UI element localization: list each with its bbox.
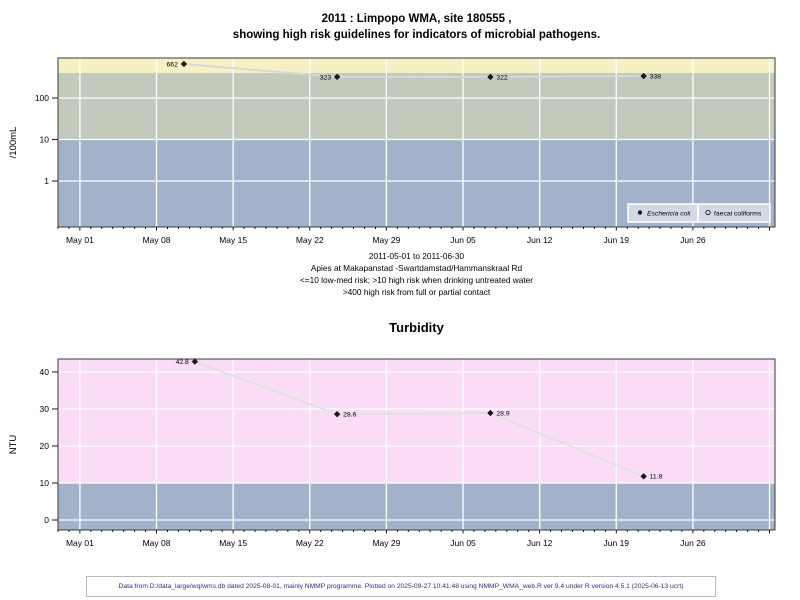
- data-point-marker: [487, 409, 494, 417]
- y-tick-label: 1: [44, 176, 49, 186]
- data-point-label: 11.8: [650, 474, 663, 481]
- x-tick-label: Jun 19: [604, 235, 630, 245]
- data-point-label: 323: [320, 74, 332, 81]
- data-point-label: 28.9: [496, 410, 509, 417]
- chart-captions: 2011-05-01 to 2011-06-30 Apies at Makapa…: [58, 250, 775, 298]
- risk-band-below-guideline: [58, 482, 775, 530]
- data-point-marker: [191, 358, 199, 365]
- y-axis-label: NTU: [8, 435, 19, 455]
- data-point-marker: [180, 60, 188, 68]
- y-axis-label: /100mL: [8, 127, 19, 159]
- page-title-line1: 2011 : Limpopo WMA, site 180555 ,: [321, 13, 512, 25]
- data-point-label: 322: [496, 74, 508, 81]
- caption-site-name: Apies at Makapanstad -Swartdamstad/Hamma…: [310, 263, 523, 273]
- legend-label-eschericia-coli: Eschericia coli: [647, 211, 691, 218]
- x-tick-label: May 29: [372, 538, 400, 548]
- legend: Eschericia coli faecal coliforms: [627, 203, 771, 223]
- caption-date-range: 2011-05-01 to 2011-06-30: [368, 251, 465, 261]
- plot-border: [57, 358, 776, 531]
- x-tick-label: Jun 19: [604, 538, 630, 548]
- y-tick-label: 30: [40, 404, 50, 414]
- x-tick-label: May 15: [219, 235, 247, 245]
- x-tick-label: May 01: [66, 538, 94, 548]
- data-point-marker: [333, 73, 341, 81]
- risk-band-drinking-high-risk: [58, 73, 775, 140]
- turbidity-chart: May 01 May 08 May 15 May 22 May 29 Jun 05 Jun …: [8, 358, 776, 548]
- y-tick-label: 0: [44, 515, 49, 525]
- data-point-label: 28.6: [343, 412, 356, 419]
- data-point-marker: [640, 473, 647, 480]
- x-tick-label: May 15: [219, 538, 247, 548]
- y-tick-label: 10: [40, 478, 50, 488]
- data-point-marker: [487, 73, 494, 81]
- y-tick-label: 20: [40, 441, 50, 451]
- x-tick-label: Jun 12: [527, 538, 553, 548]
- y-tick-label: 10: [40, 135, 50, 145]
- series-line: [193, 360, 645, 478]
- x-tick-label: Jun 05: [450, 235, 476, 245]
- x-tick-label: May 08: [143, 538, 171, 548]
- data-point-label: 338: [650, 73, 662, 80]
- x-tick-label: May 08: [143, 235, 171, 245]
- data-point-label: 662: [167, 61, 179, 68]
- legend-marker-open-circle-icon: [705, 209, 711, 216]
- page-title-line2: showing high risk guidelines for indicat…: [232, 29, 601, 41]
- y-tick-label: 100: [35, 93, 49, 103]
- x-tick-label: May 22: [296, 538, 324, 548]
- risk-band-above-guideline: [58, 359, 775, 483]
- plot-border: [57, 57, 776, 228]
- legend-marker-filled-circle-icon: [637, 210, 643, 215]
- caption-risk-contact: >400 high risk from full or partial cont…: [342, 287, 491, 297]
- data-point-marker: [333, 410, 341, 418]
- data-point-label: 42.8: [176, 359, 189, 366]
- x-tick-label: May 01: [66, 235, 94, 245]
- y-tick-label: 40: [40, 367, 50, 377]
- turbidity-chart-title: Turbidity: [389, 320, 444, 335]
- footer-note: Data from D:/data_large/wq/wms.db dated …: [118, 583, 684, 590]
- caption-risk-drink: <=10 low-med risk; >10 high risk when dr…: [299, 275, 534, 285]
- data-point-marker: [640, 72, 647, 80]
- x-tick-label: May 22: [296, 235, 324, 245]
- x-tick-label: Jun 26: [680, 538, 706, 548]
- x-tick-label: May 29: [372, 235, 400, 245]
- ecoli-faecal-chart: May 01 May 08 May 15 May 22 May 29 Jun 05 Jun …: [8, 57, 776, 245]
- footer-box: Data from D:/data_large/wq/wms.db dated …: [86, 576, 716, 597]
- x-tick-label: Jun 12: [527, 235, 553, 245]
- legend-label-faecal-coliforms: faecal coliforms: [714, 211, 762, 218]
- x-tick-label: Jun 05: [450, 538, 476, 548]
- x-tick-label: Jun 26: [680, 235, 706, 245]
- series-line: [182, 62, 645, 78]
